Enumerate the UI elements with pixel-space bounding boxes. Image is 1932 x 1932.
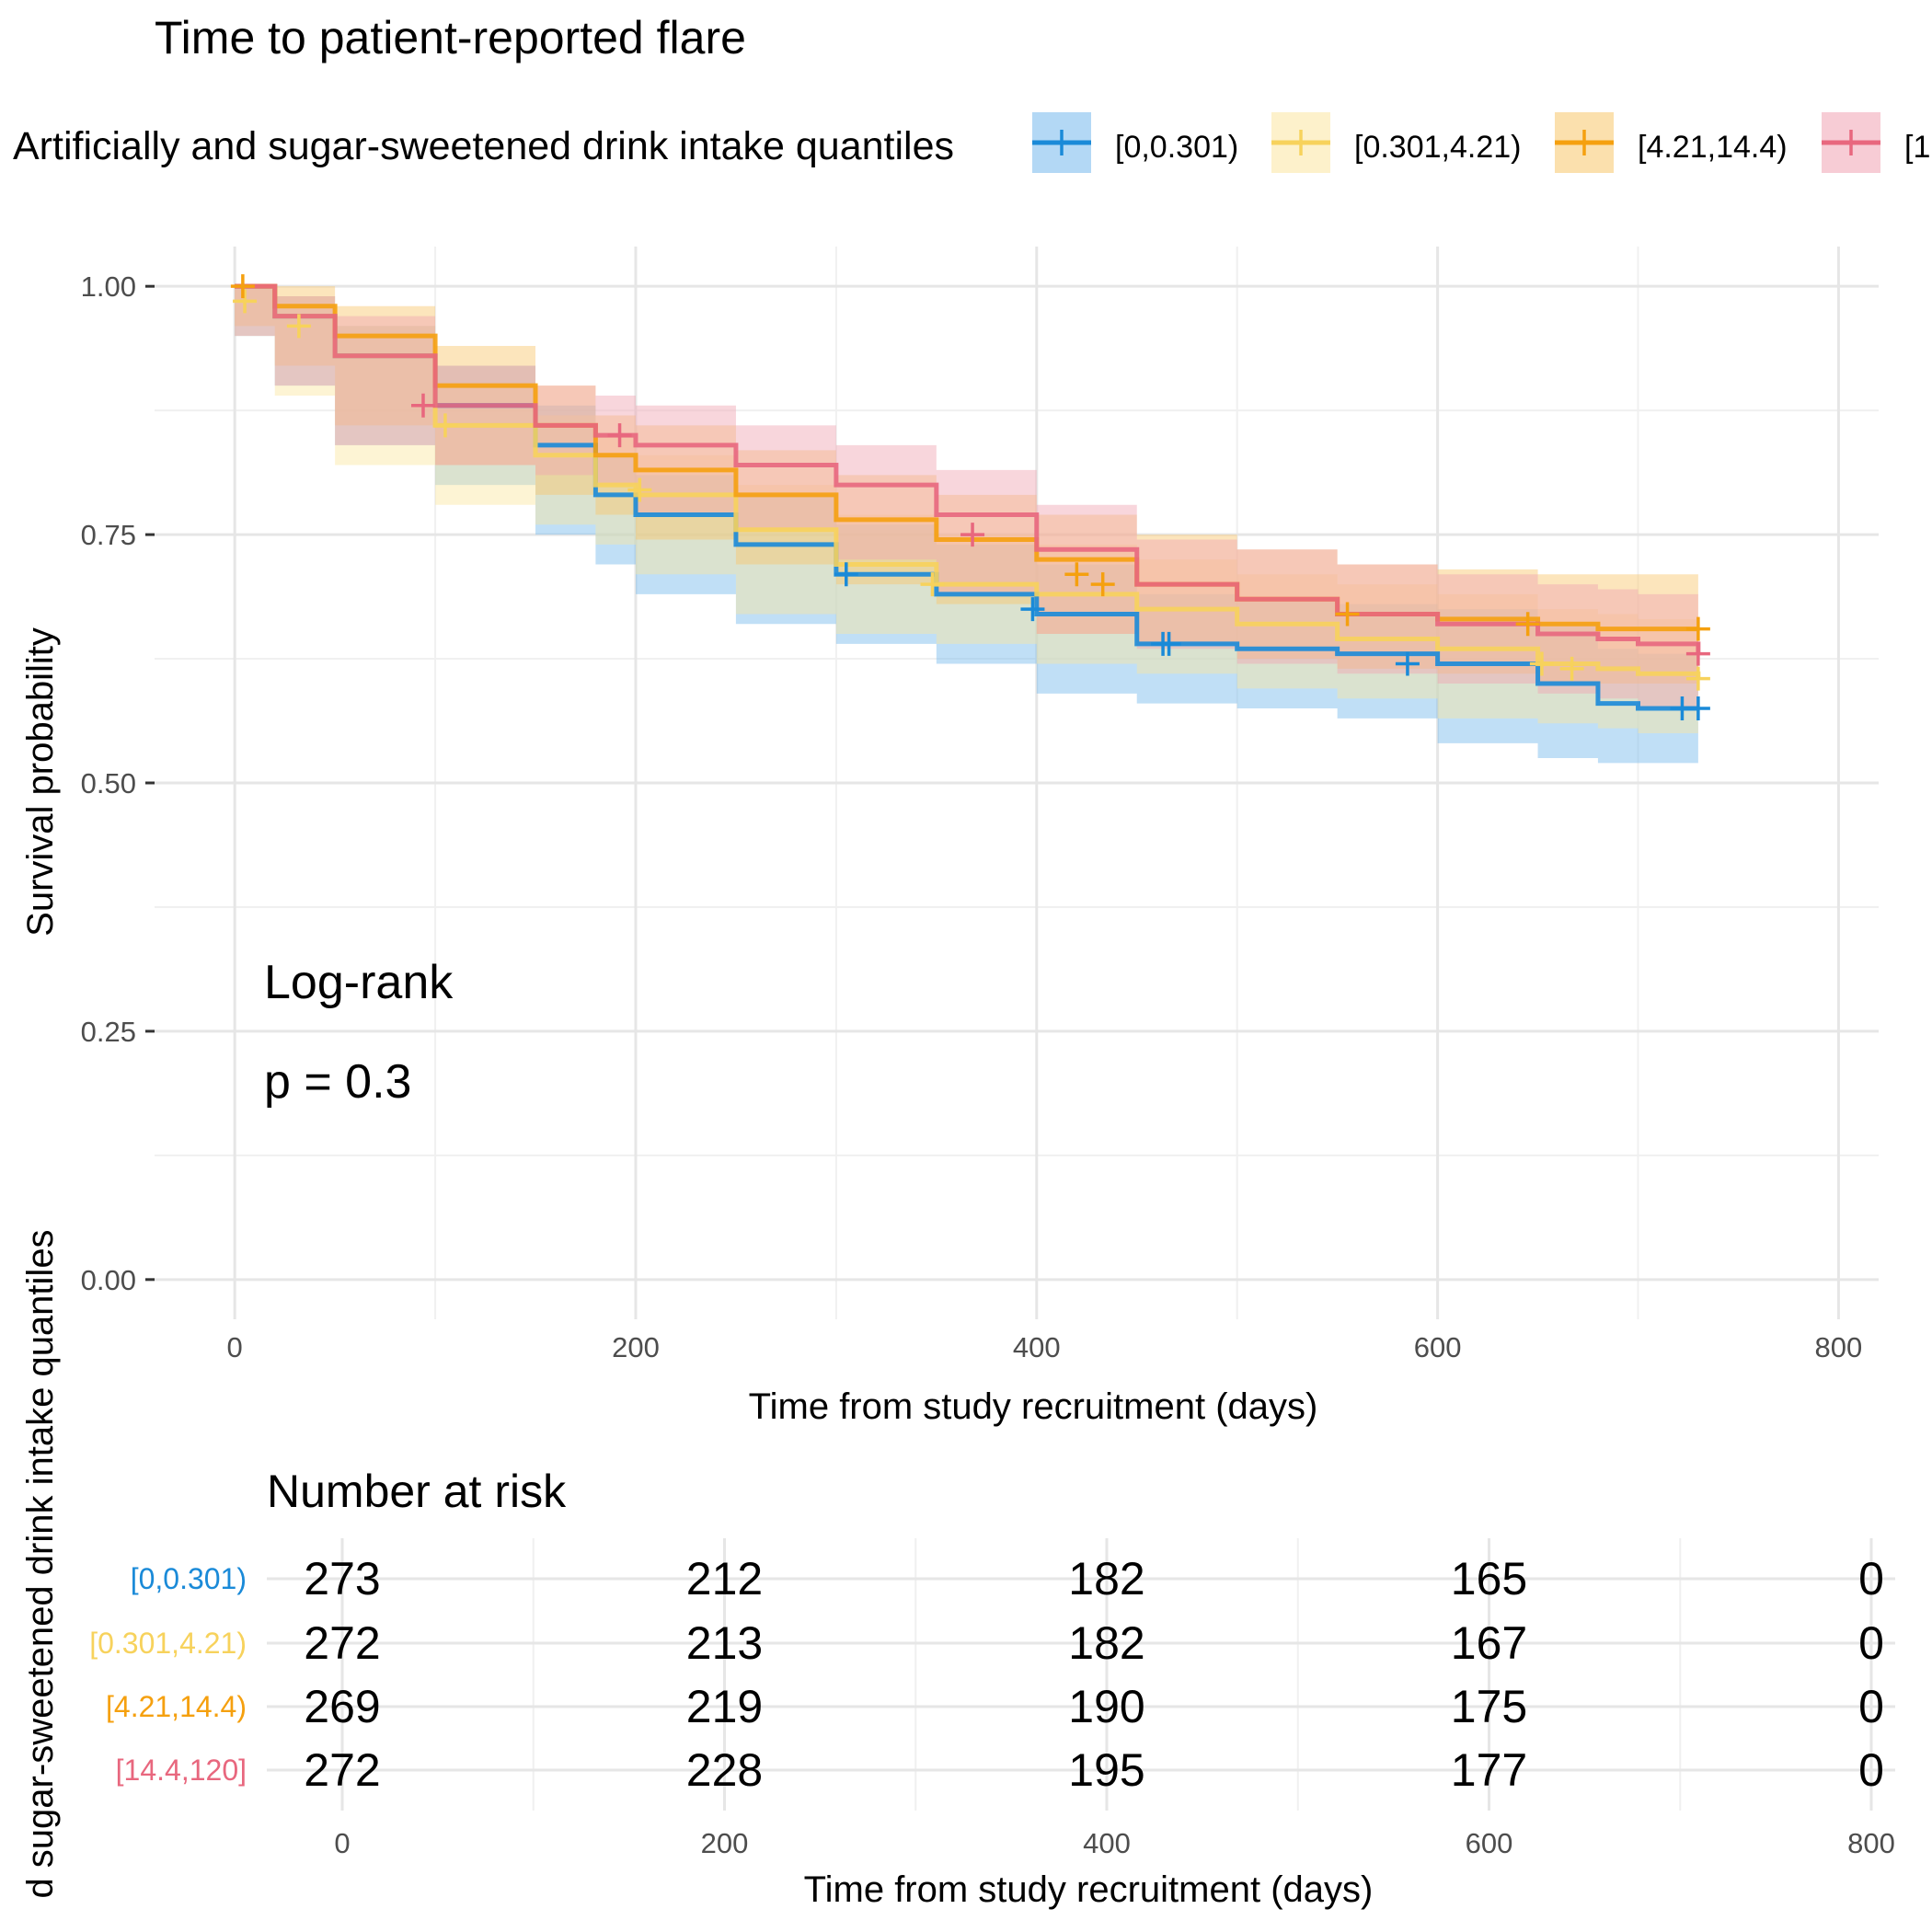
risk-x-tick-label: 800	[1847, 1827, 1895, 1859]
censor-mark	[1685, 696, 1710, 721]
censor-mark	[607, 423, 632, 448]
risk-cell: 195	[1068, 1744, 1144, 1796]
risk-cell: 219	[686, 1681, 763, 1732]
risk-x-tick-label: 200	[701, 1827, 749, 1859]
confidence-band-0	[235, 286, 1698, 764]
censor-mark	[1685, 641, 1710, 666]
legend-item-3: [1	[1904, 130, 1930, 165]
risk-table-y-axis-label: d sugar-sweetened drink intake quantiles	[20, 1229, 61, 1898]
risk-table-title: Number at risk	[267, 1466, 567, 1517]
legend-item-0: [0,0.301)	[1115, 130, 1238, 165]
censor-mark	[1559, 656, 1584, 681]
risk-row-label-3: [14.4,120]	[116, 1754, 247, 1787]
censor-mark	[960, 523, 985, 547]
survival-curve-3	[235, 283, 1701, 654]
risk-cell: 272	[304, 1744, 380, 1796]
x-tick-label: 800	[1815, 1331, 1863, 1363]
chart-title: Time to patient-reported flare	[155, 12, 746, 63]
x-tick-label: 200	[612, 1331, 660, 1363]
axes: 0 200 400 600 800 0.00 0.25 0.50 0.75 1.00	[81, 270, 1863, 1363]
risk-cell: 165	[1451, 1553, 1527, 1604]
risk-cell: 212	[686, 1553, 763, 1604]
censor-mark	[1529, 651, 1554, 676]
confidence-band-2	[235, 286, 1698, 684]
risk-cell: 0	[1858, 1553, 1884, 1604]
censor-mark	[410, 393, 435, 418]
risk-table-x-axis-label: Time from study recruitment (days)	[804, 1869, 1374, 1910]
censor-mark	[432, 413, 457, 438]
risk-cell: 0	[1858, 1617, 1884, 1669]
risk-cell: 177	[1451, 1744, 1527, 1796]
risk-row-label-0: [0,0.301)	[131, 1562, 247, 1595]
censor-mark	[920, 572, 945, 597]
legend-item-2: [4.21,14.4)	[1638, 130, 1788, 165]
censor-mark	[1685, 666, 1710, 691]
risk-cell: 190	[1068, 1681, 1144, 1732]
x-tick-label: 400	[1013, 1331, 1061, 1363]
confidence-band-3	[235, 286, 1698, 709]
risk-cell: 0	[1858, 1744, 1884, 1796]
risk-x-tick-label: 400	[1083, 1827, 1131, 1859]
legend-item-1: [0.301,4.21)	[1354, 130, 1521, 165]
risk-cell: 167	[1451, 1617, 1527, 1669]
censor-mark	[1020, 597, 1045, 622]
y-tick-label: 0.25	[81, 1016, 136, 1048]
censor-mark	[1515, 612, 1540, 637]
risk-cell: 0	[1858, 1681, 1884, 1732]
risk-cell: 182	[1068, 1553, 1144, 1604]
censor-mark	[230, 274, 255, 299]
risk-cell: 269	[304, 1681, 380, 1732]
y-axis-label: Survival probability	[20, 627, 61, 937]
censor-mark	[1064, 562, 1089, 587]
risk-cell: 273	[304, 1553, 380, 1604]
risk-row-label-2: [4.21,14.4)	[106, 1690, 247, 1723]
risk-x-tick-label: 600	[1466, 1827, 1513, 1859]
log-rank-label: Log-rank	[264, 956, 454, 1009]
risk-cell: 228	[686, 1744, 763, 1796]
censor-mark	[286, 314, 311, 339]
confidence-band-1	[235, 286, 1698, 734]
censor-mark	[1395, 651, 1420, 676]
censor-mark	[627, 477, 652, 502]
censor-mark	[1156, 631, 1181, 656]
legend-title: Artificially and sugar-sweetened drink i…	[13, 124, 954, 168]
censor-mark	[1090, 572, 1115, 597]
p-value-label: p = 0.3	[264, 1055, 411, 1109]
censor-mark	[834, 562, 858, 587]
grid	[155, 247, 1879, 1319]
risk-table: Number at risk 0 200 400 600 800 [0,0.301) 273…	[20, 1229, 1895, 1910]
confidence-bands	[235, 286, 1698, 764]
y-tick-label: 1.00	[81, 270, 136, 303]
x-tick-label: 600	[1414, 1331, 1462, 1363]
risk-row-label-1: [0.301,4.21)	[89, 1627, 247, 1660]
risk-table-cells: 0 200 400 600 800 [0,0.301) 273 212 182 165 0 [0.30…	[89, 1553, 1895, 1859]
risk-x-tick-label: 0	[334, 1827, 350, 1859]
y-tick-label: 0.00	[81, 1264, 136, 1296]
legend: Artificially and sugar-sweetened drink i…	[13, 112, 1930, 173]
y-tick-label: 0.50	[81, 767, 136, 799]
censor-mark	[1335, 602, 1360, 627]
censor-mark	[233, 289, 258, 314]
x-tick-label: 0	[227, 1331, 243, 1363]
risk-cell: 272	[304, 1617, 380, 1669]
risk-cell: 182	[1068, 1617, 1144, 1669]
risk-cell: 175	[1451, 1681, 1527, 1732]
survival-plot: 0 200 400 600 800 0.00 0.25 0.50 0.75 1.00 Surviv…	[20, 247, 1879, 1427]
censor-marks	[230, 274, 1710, 721]
x-axis-label: Time from study recruitment (days)	[749, 1386, 1318, 1427]
censor-mark	[1685, 616, 1710, 641]
risk-cell: 213	[686, 1617, 763, 1669]
risk-table-grid	[267, 1538, 1895, 1811]
y-tick-label: 0.75	[81, 519, 136, 551]
